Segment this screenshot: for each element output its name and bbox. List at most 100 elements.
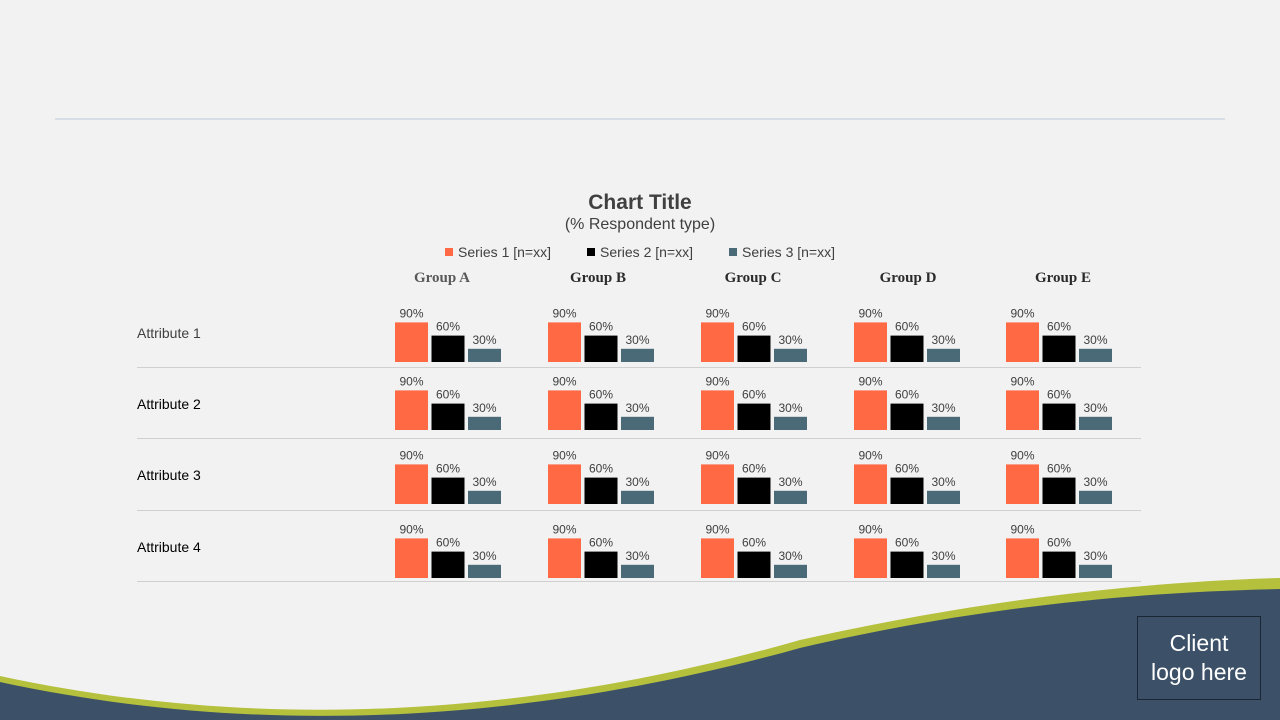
bar-attr3-group-a-series-2 xyxy=(431,477,465,504)
bar-attr2-group-d-series-1 xyxy=(854,390,887,430)
bar-data-label: 90% xyxy=(399,374,423,388)
group-header-d: Group D xyxy=(879,270,937,286)
bar-data-label: 60% xyxy=(589,388,613,402)
bar-attr4-group-d-series-2 xyxy=(890,551,924,578)
bar-attr3-group-d-series-2 xyxy=(890,477,924,504)
bar-data-label: 90% xyxy=(858,448,882,462)
legend-swatch-series-1 xyxy=(445,248,453,256)
bar-attr3-group-c-series-1 xyxy=(701,464,734,504)
row-separator xyxy=(137,438,1141,439)
bar-data-label: 60% xyxy=(1047,388,1071,402)
bar-attr4-group-c-series-3 xyxy=(774,564,807,578)
bar-attr4-group-d-series-3 xyxy=(927,564,960,578)
bar-attr2-group-b-series-1 xyxy=(548,390,581,430)
bar-data-label: 30% xyxy=(625,333,649,347)
bar-data-label: 30% xyxy=(625,401,649,415)
bar-data-label: 30% xyxy=(472,475,496,489)
bar-attr2-group-a-series-3 xyxy=(468,416,501,430)
bar-attr2-group-d-series-3 xyxy=(927,416,960,430)
chart-title: Chart Title xyxy=(588,191,692,214)
bar-attr1-group-e-series-3 xyxy=(1079,348,1112,362)
bar-data-label: 90% xyxy=(399,306,423,320)
bar-data-label: 30% xyxy=(1083,401,1107,415)
bar-data-label: 30% xyxy=(1083,475,1107,489)
bar-attr2-group-c-series-3 xyxy=(774,416,807,430)
bar-attr1-group-a-series-1 xyxy=(395,322,428,362)
bar-attr3-group-d-series-3 xyxy=(927,490,960,504)
client-logo-line-1: Client xyxy=(1169,630,1229,656)
bar-attr1-group-d-series-1 xyxy=(854,322,887,362)
bar-data-label: 30% xyxy=(472,333,496,347)
bar-attr2-group-e-series-3 xyxy=(1079,416,1112,430)
bar-attr1-group-a-series-3 xyxy=(468,348,501,362)
bar-attr2-group-a-series-2 xyxy=(431,403,465,430)
bar-data-label: 90% xyxy=(1010,448,1034,462)
legend-swatch-series-2 xyxy=(587,248,595,256)
group-header-c: Group C xyxy=(724,270,782,286)
bar-data-label: 90% xyxy=(552,306,576,320)
chart-legend: Series 1 [n=xx] Series 2 [n=xx] Series 3… xyxy=(0,244,1280,260)
row-separator xyxy=(137,510,1141,511)
bar-data-label: 60% xyxy=(1047,320,1071,334)
bar-attr3-group-e-series-2 xyxy=(1042,477,1076,504)
bar-data-label: 90% xyxy=(705,306,729,320)
bar-attr4-group-c-series-2 xyxy=(737,551,771,578)
group-header-e: Group E xyxy=(1035,270,1091,286)
bar-attr1-group-b-series-1 xyxy=(548,322,581,362)
bar-data-label: 60% xyxy=(742,388,766,402)
bar-data-label: 90% xyxy=(1010,306,1034,320)
bar-attr2-group-b-series-3 xyxy=(621,416,654,430)
bar-data-label: 60% xyxy=(742,320,766,334)
bar-data-label: 60% xyxy=(436,462,460,476)
bar-attr4-group-b-series-3 xyxy=(621,564,654,578)
chart-subtitle: (% Respondent type) xyxy=(564,216,716,233)
bar-data-label: 30% xyxy=(931,333,955,347)
bar-attr1-group-b-series-3 xyxy=(621,348,654,362)
bar-attr2-group-d-series-2 xyxy=(890,403,924,430)
legend-item-series-2: Series 2 [n=xx] xyxy=(587,244,693,260)
bar-data-label: 60% xyxy=(589,320,613,334)
bar-data-label: 30% xyxy=(778,333,802,347)
bar-attr2-group-c-series-2 xyxy=(737,403,771,430)
client-logo-placeholder: Client logo here xyxy=(1137,616,1261,700)
bar-attr4-group-a-series-3 xyxy=(468,564,501,578)
bar-data-label: 90% xyxy=(705,448,729,462)
bar-data-label: 60% xyxy=(589,536,613,550)
bar-attr4-group-a-series-2 xyxy=(431,551,465,578)
bar-data-label: 60% xyxy=(436,388,460,402)
bar-attr3-group-a-series-1 xyxy=(395,464,428,504)
bar-attr4-group-b-series-2 xyxy=(584,551,618,578)
bar-data-label: 30% xyxy=(931,475,955,489)
bar-attr3-group-b-series-3 xyxy=(621,490,654,504)
footer-wave-dark xyxy=(0,589,1280,720)
bar-attr2-group-c-series-1 xyxy=(701,390,734,430)
legend-label-series-2: Series 2 [n=xx] xyxy=(600,244,693,260)
bar-data-label: 60% xyxy=(895,320,919,334)
bar-data-label: 30% xyxy=(1083,549,1107,563)
bar-data-label: 90% xyxy=(858,306,882,320)
bar-attr1-group-b-series-2 xyxy=(584,335,618,362)
bar-data-label: 90% xyxy=(552,374,576,388)
row-separator xyxy=(137,367,1141,368)
bar-attr3-group-b-series-1 xyxy=(548,464,581,504)
bar-data-label: 90% xyxy=(705,374,729,388)
bar-attr3-group-b-series-2 xyxy=(584,477,618,504)
bar-data-label: 60% xyxy=(1047,536,1071,550)
bar-data-label: 90% xyxy=(1010,522,1034,536)
bar-data-label: 60% xyxy=(742,462,766,476)
bar-data-label: 90% xyxy=(399,448,423,462)
legend-swatch-series-3 xyxy=(729,248,737,256)
bar-attr3-group-c-series-3 xyxy=(774,490,807,504)
attribute-label-2: Attribute 2 xyxy=(137,396,201,412)
group-header-a: Group A xyxy=(414,270,470,286)
bar-data-label: 30% xyxy=(472,401,496,415)
bar-data-label: 30% xyxy=(931,549,955,563)
bar-attr1-group-d-series-2 xyxy=(890,335,924,362)
bar-data-label: 30% xyxy=(931,401,955,415)
bar-data-label: 90% xyxy=(858,374,882,388)
bar-data-label: 60% xyxy=(436,320,460,334)
bar-attr2-group-a-series-1 xyxy=(395,390,428,430)
bar-attr4-group-e-series-2 xyxy=(1042,551,1076,578)
bar-attr4-group-c-series-1 xyxy=(701,538,734,578)
